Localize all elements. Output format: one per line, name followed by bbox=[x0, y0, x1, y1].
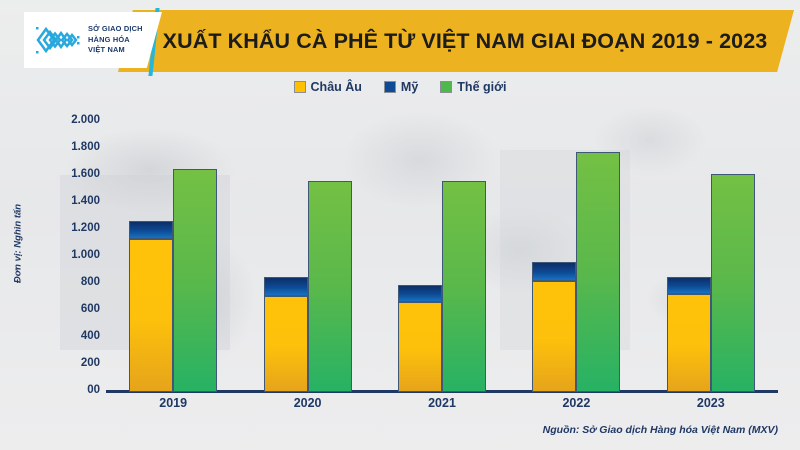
bar-my-2022[interactable] bbox=[532, 261, 577, 282]
y-axis-tick-label: 1.000 bbox=[71, 249, 100, 261]
legend-label: Mỹ bbox=[400, 80, 419, 94]
bar-the-gioi-2022[interactable] bbox=[576, 151, 621, 392]
legend-item-1[interactable]: Mỹ bbox=[383, 80, 419, 94]
bar-the-gioi-2020[interactable] bbox=[307, 180, 352, 392]
y-axis-tick-label: 2.000 bbox=[71, 114, 100, 126]
y-axis-tick-label: 1.800 bbox=[71, 141, 100, 153]
x-axis-tick-2023: 2023 bbox=[696, 396, 725, 410]
bar-chau-au-2019[interactable] bbox=[129, 239, 174, 392]
bar-my-2019[interactable] bbox=[129, 220, 174, 240]
bar-chau-au-2021[interactable] bbox=[398, 301, 442, 392]
legend-item-0[interactable]: Châu Âu bbox=[293, 80, 362, 94]
bar-chau-au-2020[interactable] bbox=[263, 296, 308, 392]
legend-swatch-icon bbox=[293, 81, 306, 93]
bar-chau-au-2023[interactable] bbox=[666, 294, 711, 392]
legend-swatch-icon bbox=[440, 81, 453, 93]
bar-the-gioi-2023[interactable] bbox=[710, 173, 755, 392]
x-axis-tick-2020: 2020 bbox=[293, 396, 322, 410]
title-banner bbox=[118, 10, 794, 72]
y-axis-tick-label: 200 bbox=[80, 357, 100, 369]
x-axis-tick-2022: 2022 bbox=[562, 396, 591, 410]
legend-label: Thế giới bbox=[457, 80, 507, 94]
x-axis-tick-2021: 2021 bbox=[428, 396, 456, 410]
mxv-maze-logo-icon bbox=[33, 21, 83, 59]
bar-my-2020[interactable] bbox=[263, 277, 308, 297]
page-title: XUẤT KHẨU CÀ PHÊ TỪ VIỆT NAM GIAI ĐOẠN 2… bbox=[162, 28, 768, 53]
y-axis-tick-label: 400 bbox=[80, 330, 100, 342]
y-axis-ticks: 2.000 1.800 1.600 1.400 1.200 1.000 800 600 400 2… bbox=[38, 0, 100, 450]
logo-line-3: VIỆT NAM bbox=[88, 45, 125, 55]
y-axis-tick-label: 600 bbox=[80, 303, 100, 315]
bar-series-container bbox=[106, 100, 778, 392]
y-axis-tick-label: 1.600 bbox=[71, 168, 100, 180]
bar-the-gioi-2019[interactable] bbox=[173, 169, 218, 392]
y-axis-tick-label: 800 bbox=[80, 276, 100, 288]
y-axis-tick-label: 1.200 bbox=[71, 222, 100, 234]
legend-item-2[interactable]: Thế giới bbox=[440, 80, 506, 94]
y-axis-title: Đơn vị: Nghìn tấn bbox=[12, 203, 24, 284]
brand-logo: SỞ GIAO DỊCH HÀNG HÓA VIỆT NAM bbox=[24, 12, 162, 68]
legend-label: Châu Âu bbox=[310, 80, 362, 94]
y-axis-tick-label: 00 bbox=[87, 384, 100, 396]
bar-my-2023[interactable] bbox=[666, 277, 711, 295]
bar-chau-au-2022[interactable] bbox=[532, 281, 577, 392]
header: SỞ GIAO DỊCH HÀNG HÓA VIỆT NAM XUẤT KHẨU… bbox=[0, 0, 800, 88]
logo-line-2: HÀNG HÓA bbox=[88, 34, 130, 44]
x-axis-tick-2019: 2019 bbox=[159, 396, 188, 410]
bar-my-2021[interactable] bbox=[398, 284, 442, 302]
bar-the-gioi-2021[interactable] bbox=[442, 181, 486, 392]
y-axis-tick-label: 1.400 bbox=[71, 195, 100, 207]
logo-text: SỞ GIAO DỊCH HÀNG HÓA VIỆT NAM bbox=[88, 24, 143, 56]
logo-line-1: SỞ GIAO DỊCH bbox=[88, 24, 143, 34]
legend-swatch-icon bbox=[383, 81, 396, 93]
chart-legend: Châu Âu Mỹ Thế giới bbox=[0, 80, 800, 94]
source-note: Nguồn: Sở Giao dịch Hàng hóa Việt Nam (M… bbox=[542, 424, 778, 436]
